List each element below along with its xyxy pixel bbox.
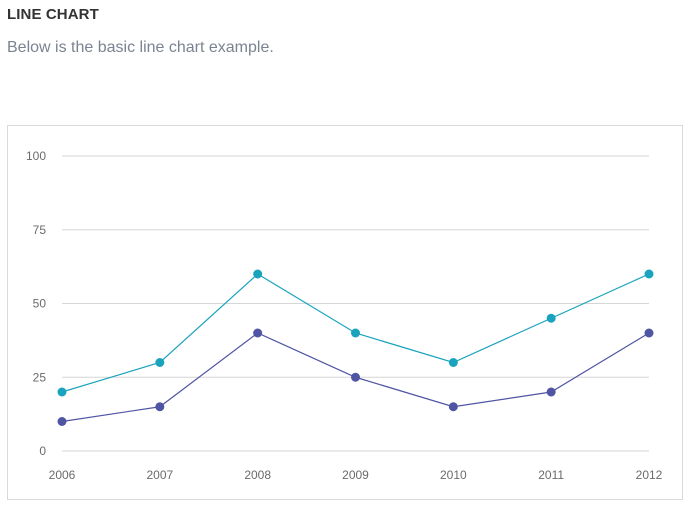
section-heading: LINE CHART [7, 6, 99, 23]
series-1-point[interactable] [644, 269, 654, 279]
series-1-point[interactable] [57, 387, 67, 397]
x-tick-label: 2006 [49, 468, 76, 482]
x-tick-label: 2008 [244, 468, 271, 482]
series-2-point[interactable] [253, 328, 263, 338]
series-2-point[interactable] [155, 402, 165, 412]
y-tick-label: 100 [26, 149, 46, 163]
y-tick-label: 0 [39, 444, 46, 458]
line-chart: 0 25 50 75 100 2006 2007 2008 2009 2010 2011 2012 [26, 149, 663, 482]
y-axis-tick-labels: 0 25 50 75 100 [26, 149, 46, 458]
series-1-point[interactable] [546, 313, 556, 323]
y-tick-label: 25 [33, 370, 47, 384]
series-1-point[interactable] [448, 358, 458, 367]
gridlines [62, 155, 649, 452]
x-axis-tick-labels: 2006 2007 2008 2009 2010 2011 2012 [49, 468, 663, 482]
x-tick-label: 2012 [636, 468, 663, 482]
section-description: Below is the basic line chart example. [7, 39, 274, 56]
series-2-point[interactable] [57, 417, 67, 426]
series-group [57, 269, 654, 426]
line-chart-card: 0 25 50 75 100 2006 2007 2008 2009 2010 2011 2012 [7, 125, 683, 500]
series-1-point[interactable] [351, 328, 360, 338]
series-1-point[interactable] [155, 358, 165, 367]
x-tick-label: 2010 [440, 468, 467, 482]
y-tick-label: 50 [33, 297, 47, 311]
x-tick-label: 2009 [342, 468, 369, 482]
series-2-point[interactable] [448, 402, 458, 412]
series-2-point[interactable] [644, 328, 654, 338]
x-tick-label: 2007 [146, 468, 173, 482]
series-2-point[interactable] [546, 387, 556, 397]
x-tick-label: 2011 [538, 468, 564, 482]
series-2-point[interactable] [351, 372, 360, 382]
series-1-point[interactable] [253, 269, 263, 279]
y-tick-label: 75 [33, 223, 47, 237]
